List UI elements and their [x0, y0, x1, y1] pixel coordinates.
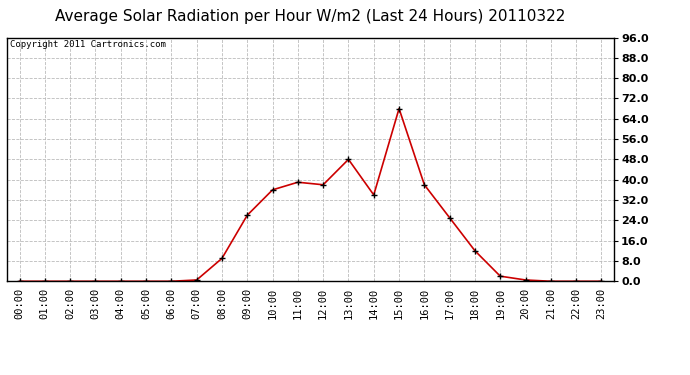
Text: Average Solar Radiation per Hour W/m2 (Last 24 Hours) 20110322: Average Solar Radiation per Hour W/m2 (L… [55, 9, 566, 24]
Text: Copyright 2011 Cartronics.com: Copyright 2011 Cartronics.com [10, 40, 166, 49]
